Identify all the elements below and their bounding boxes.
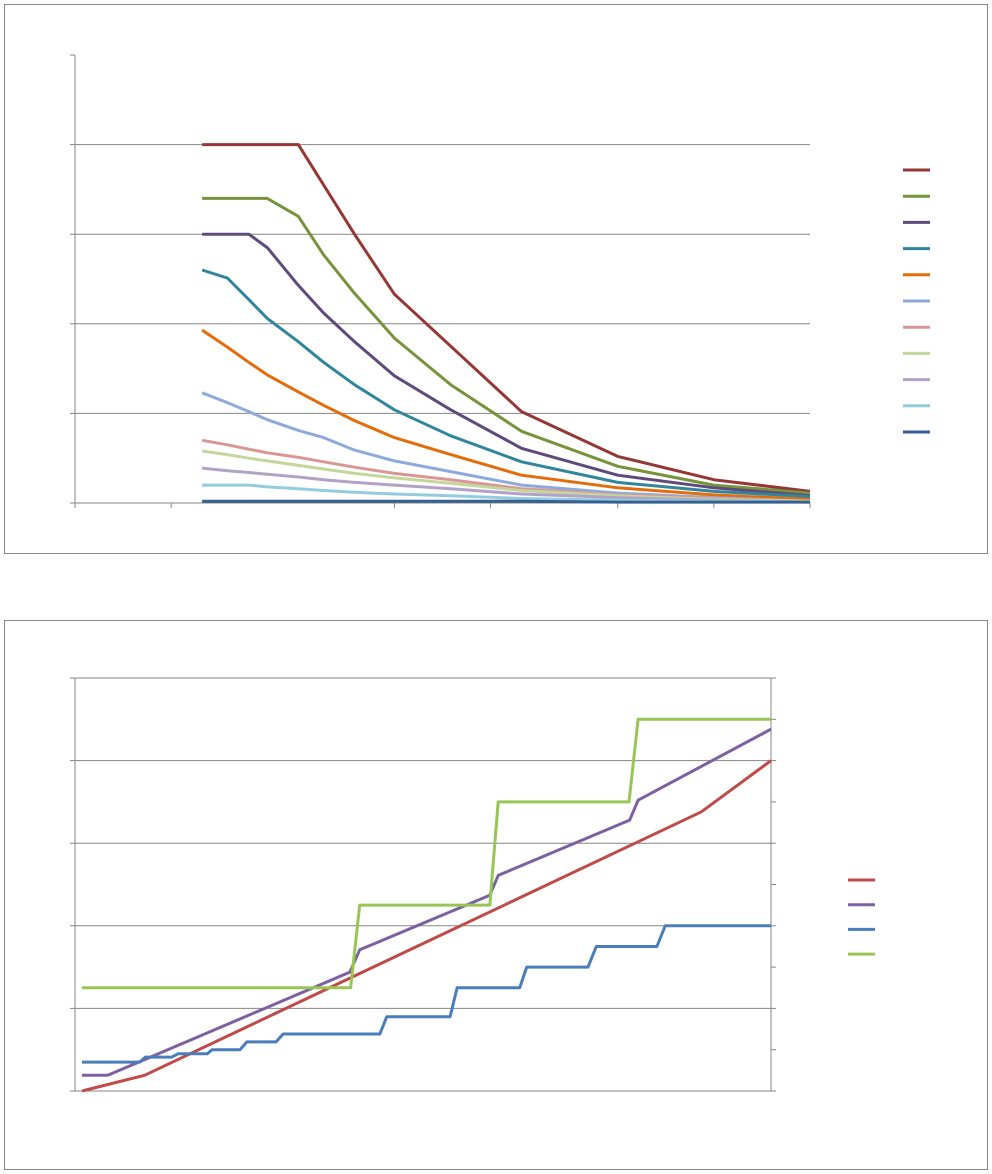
series-line xyxy=(201,328,811,501)
series-line xyxy=(202,143,811,493)
series-line xyxy=(81,759,772,1093)
series-line xyxy=(202,196,811,495)
series-line xyxy=(82,924,771,1064)
chart-frame xyxy=(4,4,988,554)
series-line xyxy=(201,449,811,503)
series-line xyxy=(201,268,811,499)
chart-frame xyxy=(4,620,988,1170)
series-line xyxy=(82,717,771,990)
series-line xyxy=(201,391,811,503)
series-line xyxy=(202,232,811,498)
series-line xyxy=(202,499,810,504)
series-line xyxy=(201,466,811,504)
series-line xyxy=(202,483,811,504)
